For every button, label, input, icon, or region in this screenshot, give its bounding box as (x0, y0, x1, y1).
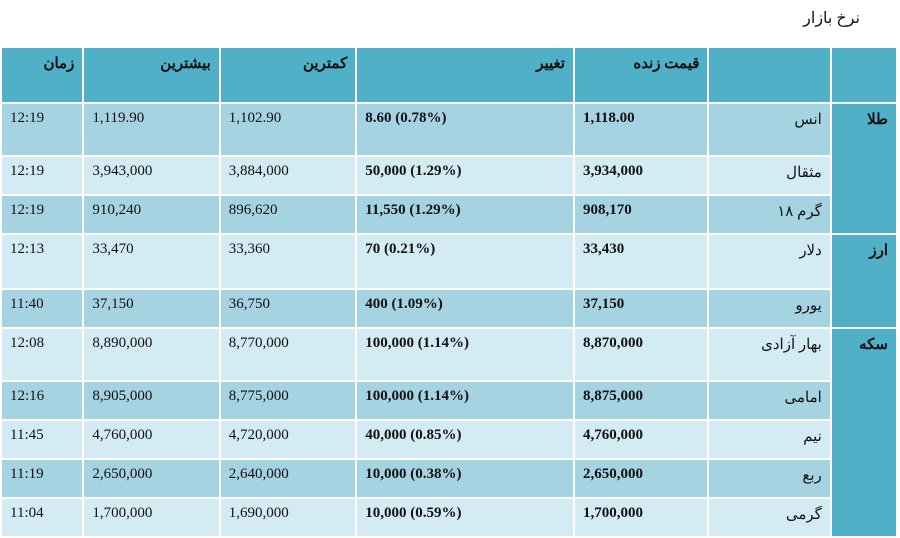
item-name: مثقال (709, 157, 830, 194)
item-name: نیم (709, 421, 830, 458)
header-time: زمان (2, 48, 83, 102)
min-price: 2,640,000 (220, 460, 356, 497)
price-change: 70 (0.21%) (357, 235, 573, 288)
market-rates-table: قیمت زنده تغییر کمترین بیشترین زمان طلا ا… (0, 46, 898, 538)
table-row: ربع 2,650,000 10,000 (0.38%) 2,640,000 2,650… (2, 460, 896, 497)
header-group (831, 48, 896, 102)
update-time: 11:04 (2, 499, 83, 536)
header-row: قیمت زنده تغییر کمترین بیشترین زمان (2, 48, 896, 102)
live-price: 33,430 (574, 235, 708, 288)
live-price: 908,170 (574, 196, 708, 233)
max-price: 33,470 (84, 235, 219, 288)
item-name: یورو (709, 290, 830, 327)
update-time: 11:19 (2, 460, 83, 497)
live-price: 1,700,000 (574, 499, 708, 536)
item-name: انس (709, 104, 830, 155)
update-time: 12:19 (2, 196, 83, 233)
live-price: 4,760,000 (574, 421, 708, 458)
page-title: نرخ بازار (803, 10, 860, 27)
item-name: ربع (709, 460, 830, 497)
max-price: 3,943,000 (84, 157, 219, 194)
update-time: 12:19 (2, 157, 83, 194)
table-row: یورو 37,150 400 (1.09%) 36,750 37,150 11:40 (2, 290, 896, 327)
update-time: 11:40 (2, 290, 83, 327)
price-change: 100,000 (1.14%) (357, 382, 573, 419)
item-name: امامی (709, 382, 830, 419)
max-price: 910,240 (84, 196, 219, 233)
max-price: 1,119.90 (84, 104, 219, 155)
max-price: 37,150 (84, 290, 219, 327)
price-change: 400 (1.09%) (357, 290, 573, 327)
min-price: 8,770,000 (220, 329, 356, 380)
item-name: گرمی (709, 499, 830, 536)
price-change: 10,000 (0.59%) (357, 499, 573, 536)
min-price: 3,884,000 (220, 157, 356, 194)
table-row: طلا انس 1,118.00 8.60 (0.78%) 1,102.90 1,119.… (2, 104, 896, 233)
table-row: ارز دلار 33,430 70 (0.21%) 33,360 33,470 12:13 (2, 235, 896, 327)
min-price: 33,360 (220, 235, 356, 288)
price-change: 10,000 (0.38%) (357, 460, 573, 497)
max-price: 2,650,000 (84, 460, 219, 497)
min-price: 896,620 (220, 196, 356, 233)
group-label: ارز (831, 235, 896, 327)
live-price: 2,650,000 (574, 460, 708, 497)
update-time: 12:19 (2, 104, 83, 155)
price-change: 100,000 (1.14%) (357, 329, 573, 380)
item-name: گرم ۱۸ (709, 196, 830, 233)
update-time: 12:13 (2, 235, 83, 288)
table-row: امامی 8,875,000 100,000 (1.14%) 8,775,000 8,… (2, 382, 896, 419)
table-row: گرمی 1,700,000 10,000 (0.59%) 1,690,000 1,70… (2, 499, 896, 536)
max-price: 1,700,000 (84, 499, 219, 536)
update-time: 11:45 (2, 421, 83, 458)
header-live-price: قیمت زنده (574, 48, 708, 102)
group-label: طلا (831, 104, 896, 233)
item-name: بهار آزادی (709, 329, 830, 380)
header-min: کمترین (220, 48, 356, 102)
header-change: تغییر (357, 48, 573, 102)
table-row: نیم 4,760,000 40,000 (0.85%) 4,720,000 4,760… (2, 421, 896, 458)
max-price: 8,890,000 (84, 329, 219, 380)
price-change: 8.60 (0.78%) (357, 104, 573, 155)
table-row: سکه بهار آزادی 8,870,000 100,000 (1.14%) 8,7… (2, 329, 896, 536)
min-price: 4,720,000 (220, 421, 356, 458)
group-label: سکه (831, 329, 896, 536)
price-change: 40,000 (0.85%) (357, 421, 573, 458)
min-price: 36,750 (220, 290, 356, 327)
item-name: دلار (709, 235, 830, 288)
min-price: 8,775,000 (220, 382, 356, 419)
live-price: 8,875,000 (574, 382, 708, 419)
table-row: مثقال 3,934,000 50,000 (1.29%) 3,884,000 3,9… (2, 157, 896, 194)
live-price: 8,870,000 (574, 329, 708, 380)
header-max: بیشترین (84, 48, 219, 102)
header-name (709, 48, 830, 102)
table-row: گرم ۱۸ 908,170 11,550 (1.29%) 896,620 910,24… (2, 196, 896, 233)
update-time: 12:08 (2, 329, 83, 380)
min-price: 1,690,000 (220, 499, 356, 536)
live-price: 1,118.00 (574, 104, 708, 155)
live-price: 3,934,000 (574, 157, 708, 194)
price-change: 50,000 (1.29%) (357, 157, 573, 194)
max-price: 4,760,000 (84, 421, 219, 458)
min-price: 1,102.90 (220, 104, 356, 155)
max-price: 8,905,000 (84, 382, 219, 419)
price-change: 11,550 (1.29%) (357, 196, 573, 233)
update-time: 12:16 (2, 382, 83, 419)
live-price: 37,150 (574, 290, 708, 327)
